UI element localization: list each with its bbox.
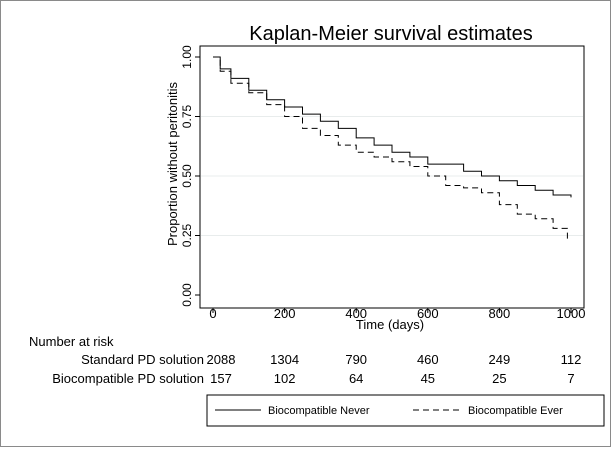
legend: Biocompatible Never Biocompatible Ever (215, 405, 563, 417)
grid-lines (201, 116, 583, 236)
x-tick-label: 600 (417, 306, 439, 321)
series-layer (213, 56, 572, 243)
legend-label: Biocompatible Ever (468, 405, 563, 417)
x-tick-label: 800 (489, 306, 511, 321)
legend-label: Biocompatible Never (268, 405, 370, 417)
risk-value: 7 (567, 371, 574, 386)
risk-row-label: Biocompatible PD solution (52, 371, 204, 386)
risk-table: Standard PD solution 2088 1304 790 460 249 112… (52, 352, 581, 386)
risk-row-label: Standard PD solution (81, 352, 204, 367)
y-tick-label: 0.25 (180, 223, 194, 247)
plot-area (199, 45, 585, 309)
y-axis-label: Proportion without peritonitis (165, 81, 180, 246)
x-axis-ticks: 0 200 400 600 800 1000 (209, 306, 585, 321)
y-tick-label: 0.75 (180, 104, 194, 128)
risk-value: 102 (274, 371, 296, 386)
x-tick-label: 1000 (557, 306, 586, 321)
risk-value: 112 (561, 352, 582, 367)
risk-value: 790 (345, 352, 367, 367)
x-tick-label: 0 (209, 306, 216, 321)
y-axis-ticks: 0.00 0.25 0.50 0.75 1.00 (180, 45, 200, 307)
legend-box (206, 394, 605, 427)
y-tick-label: 1.00 (180, 45, 194, 69)
risk-value: 249 (489, 352, 511, 367)
risk-value: 157 (210, 371, 232, 386)
x-tick-label: 200 (274, 306, 296, 321)
risk-value: 1304 (270, 352, 299, 367)
risk-value: 25 (492, 371, 506, 386)
y-tick-label: 0.00 (180, 283, 194, 307)
x-tick-label: 400 (345, 306, 367, 321)
y-tick-label: 0.50 (180, 164, 194, 188)
risk-table-heading: Number at risk (29, 334, 114, 349)
risk-value: 64 (349, 371, 363, 386)
chart-title: Kaplan-Meier survival estimates (249, 23, 532, 45)
series-line (213, 56, 572, 198)
risk-value: 45 (421, 371, 435, 386)
risk-value: 2088 (207, 352, 236, 367)
risk-value: 460 (417, 352, 439, 367)
series-line (213, 56, 568, 243)
x-axis-label: Time (days) (356, 317, 424, 332)
